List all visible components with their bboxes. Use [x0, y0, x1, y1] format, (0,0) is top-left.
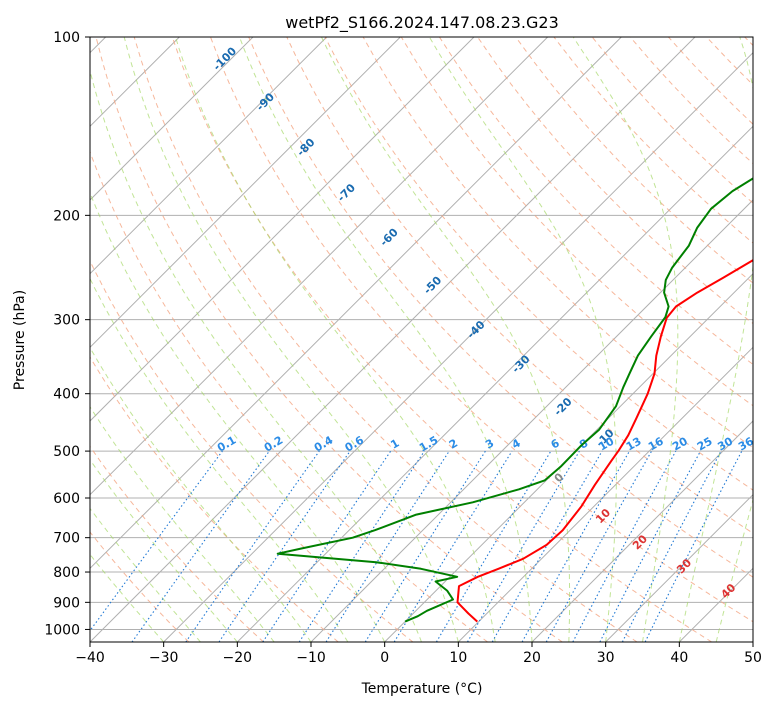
moist-adiabat: [573, 37, 678, 642]
skewed-isotherm: [679, 37, 775, 642]
skewed-isotherm: [0, 37, 474, 642]
mixing-ratio-line: [436, 451, 551, 642]
skewed-isotherm: [164, 37, 769, 642]
skewed-isotherm: [458, 37, 775, 642]
y-tick-label: 700: [53, 531, 80, 547]
mixing-ratio-line: [326, 451, 449, 642]
y-tick-label: 800: [53, 565, 80, 581]
moist-adiabat-label: 40: [718, 581, 738, 601]
isotherm-label: -70: [335, 181, 358, 204]
data-series: [278, 37, 775, 622]
mixing-ratio-line: [299, 451, 424, 642]
y-tick-label: 1000: [44, 622, 80, 638]
dry-adiabat: [592, 37, 775, 642]
mixing-ratio-line: [82, 451, 223, 642]
moist-adiabat: [240, 37, 533, 642]
dry-adiabat: [707, 37, 775, 642]
x-tick-label: 50: [744, 650, 762, 666]
skewed-isotherm: [90, 37, 695, 642]
skewed-isotherm: [237, 37, 775, 642]
moist-adiabat: [679, 37, 760, 642]
y-tick-label: 600: [53, 491, 80, 507]
skewed-isotherm: [385, 37, 775, 642]
isotherm-label: -60: [378, 226, 401, 249]
x-tick-label: 10: [449, 650, 467, 666]
isotherm-label: -90: [254, 90, 277, 113]
y-tick-label: 400: [53, 387, 80, 403]
dry-adiabat: [668, 37, 775, 642]
moist-adiabat: [16, 37, 348, 642]
plot-frame: [90, 37, 753, 642]
moist-adiabat: [753, 37, 775, 642]
y-tick-label: 300: [53, 313, 80, 329]
x-axis-label: Temperature (°C): [361, 681, 483, 697]
moist-adiabat: [0, 37, 200, 642]
moist-adiabat: [716, 37, 775, 642]
x-tick-label: −10: [296, 650, 326, 666]
x-tick-label: 40: [670, 650, 688, 666]
mixing-ratio-line: [573, 451, 676, 642]
skewed-isotherm: [0, 37, 400, 642]
dewpoint-line: [278, 37, 775, 622]
x-tick-label: 0: [380, 650, 389, 666]
skewed-isotherm: [0, 37, 327, 642]
mixing-ratio-label: 1: [388, 437, 401, 452]
y-axis-label: Pressure (hPa): [12, 290, 28, 390]
y-tick-label: 100: [53, 30, 80, 46]
background-lines: [0, 37, 775, 642]
skewed-isotherm: [311, 37, 775, 642]
mixing-ratio-line: [522, 451, 629, 642]
moist-adiabat: [0, 37, 274, 642]
x-tick-label: −30: [149, 650, 179, 666]
x-tick-label: 30: [597, 650, 615, 666]
dry-adiabat: [0, 37, 264, 642]
dry-adiabat: [58, 37, 488, 642]
mixing-ratio-label: 4: [510, 436, 523, 451]
mixing-ratio-label: 6: [549, 436, 562, 451]
skewed-isotherm: [0, 37, 253, 642]
mixing-ratio-label: 2: [447, 437, 460, 452]
moist-adiabat: [176, 37, 496, 642]
x-tick-label: 20: [523, 650, 541, 666]
dry-adiabat: [745, 37, 775, 642]
y-tick-label: 200: [53, 208, 80, 224]
x-tick-label: −20: [223, 650, 253, 666]
isotherm-label: -30: [509, 352, 532, 375]
dry-adiabat: [516, 37, 775, 642]
dry-adiabat: [20, 37, 413, 642]
mixing-ratio-label: 3: [483, 437, 496, 452]
dry-adiabat: [478, 37, 775, 642]
skewed-isotherm: [753, 37, 775, 642]
y-tick-label: 900: [53, 595, 80, 611]
temperature-line: [458, 37, 775, 622]
isotherm-label: -50: [421, 273, 444, 296]
moist-adiabat: [0, 37, 311, 642]
moist-adiabat: [0, 37, 237, 642]
x-tick-label: −40: [75, 650, 105, 666]
chart-title: wetPf2_S166.2024.147.08.23.G23: [285, 13, 559, 33]
y-tick-label: 500: [53, 444, 80, 460]
